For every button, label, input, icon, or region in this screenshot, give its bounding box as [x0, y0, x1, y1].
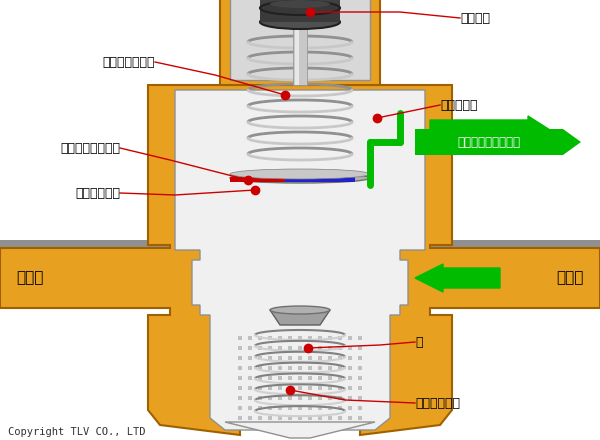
- Text: ハンドル: ハンドル: [460, 11, 490, 25]
- Bar: [0, 240, 175, 248]
- FancyArrow shape: [430, 116, 550, 144]
- Bar: [415, 129, 563, 155]
- Ellipse shape: [230, 169, 370, 179]
- Text: リリーフ穴: リリーフ穴: [440, 99, 478, 111]
- Bar: [260, 7, 340, 22]
- Bar: [380, 240, 600, 248]
- Polygon shape: [225, 422, 375, 438]
- Text: 弁スプリング: 弁スプリング: [415, 396, 460, 410]
- Bar: [220, 0, 380, 85]
- Ellipse shape: [270, 306, 330, 314]
- Bar: [230, 0, 370, 80]
- Bar: [230, 177, 320, 182]
- Bar: [0, 240, 175, 300]
- Bar: [380, 240, 600, 300]
- Text: リリーフ弁シート: リリーフ弁シート: [60, 142, 120, 154]
- Text: Copyright TLV CO., LTD: Copyright TLV CO., LTD: [8, 427, 146, 437]
- Ellipse shape: [260, 15, 340, 29]
- Text: 一次側: 一次側: [16, 271, 44, 286]
- Text: 二次側: 二次側: [556, 271, 584, 286]
- Polygon shape: [563, 129, 581, 155]
- Text: 調節スプリング: 調節スプリング: [103, 55, 155, 69]
- Bar: [0, 292, 175, 300]
- Bar: [380, 292, 600, 300]
- Text: ダイヤフラム: ダイヤフラム: [75, 187, 120, 199]
- Bar: [293, 0, 307, 85]
- Bar: [260, 0, 340, 8]
- Ellipse shape: [230, 173, 370, 183]
- Text: 弁: 弁: [415, 335, 422, 348]
- Text: 二次側からの逃がし: 二次側からの逃がし: [458, 136, 521, 149]
- Bar: [292, 0, 308, 22]
- Polygon shape: [270, 310, 330, 325]
- Polygon shape: [0, 85, 600, 435]
- Polygon shape: [175, 90, 425, 430]
- Bar: [285, 177, 355, 182]
- FancyArrow shape: [415, 264, 500, 292]
- Bar: [295, 0, 299, 85]
- Ellipse shape: [270, 0, 330, 8]
- Ellipse shape: [260, 1, 340, 15]
